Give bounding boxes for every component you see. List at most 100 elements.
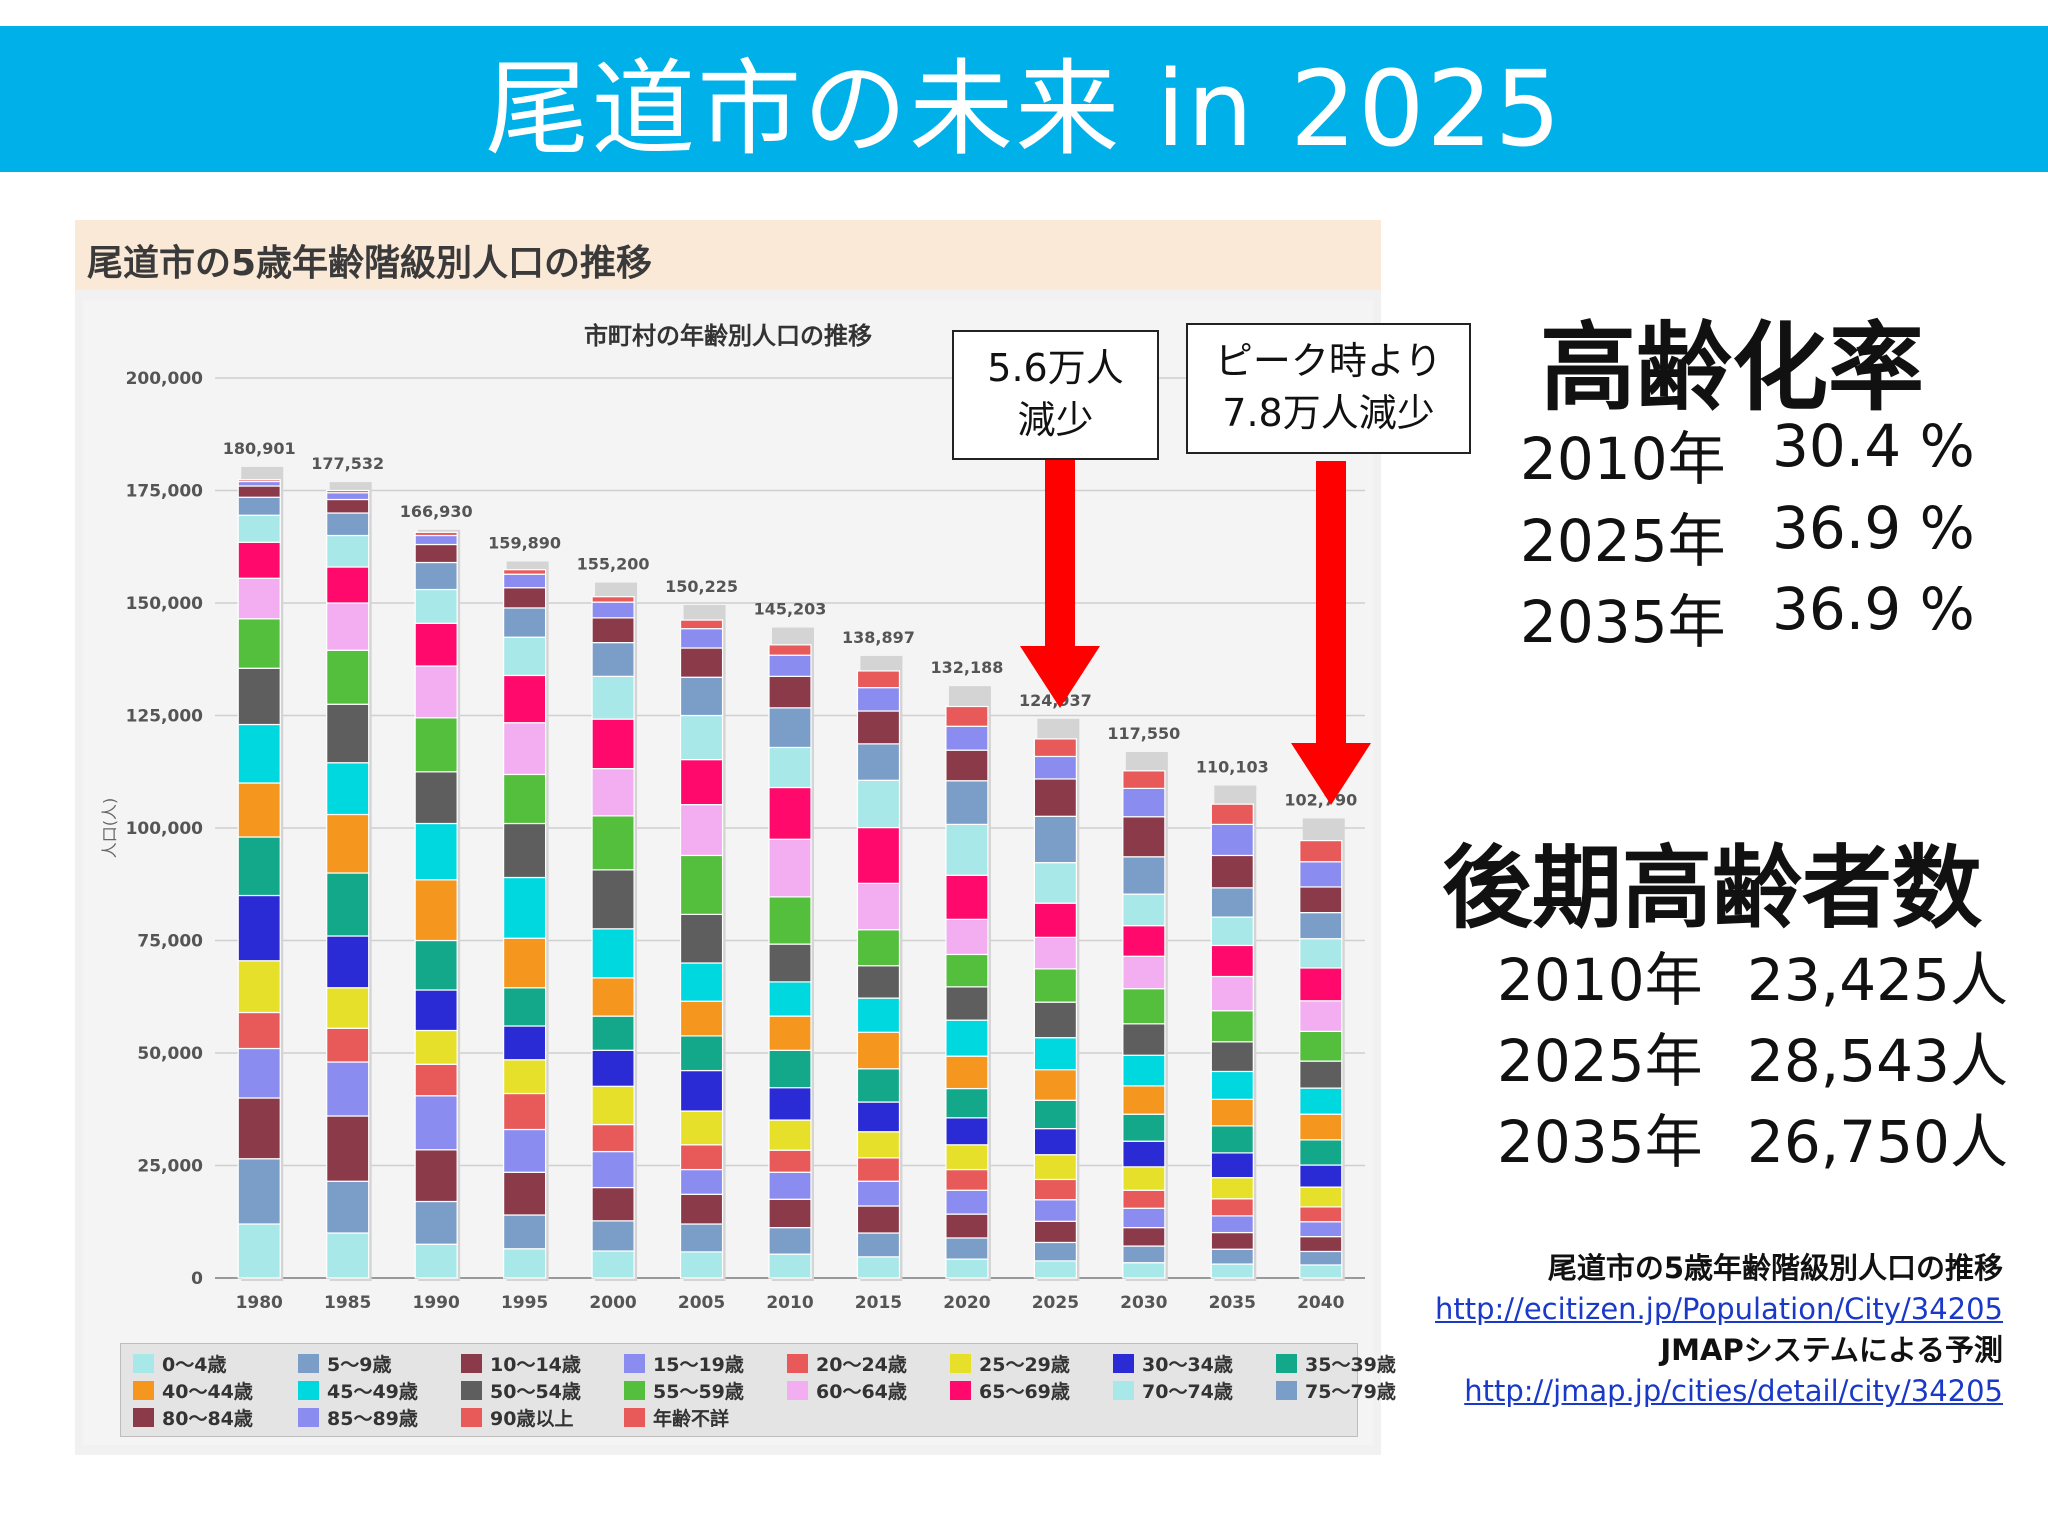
bar-segment [1033, 1001, 1077, 1039]
legend-label: 80～84歳 [162, 1407, 253, 1430]
bar-segment [1122, 1054, 1166, 1087]
x-tick-label: 2020 [943, 1293, 990, 1313]
bar-segment [768, 1226, 812, 1255]
bar-segment [1033, 738, 1077, 758]
bar-segment [591, 1085, 635, 1126]
y-axis-label: 人口(人) [100, 798, 119, 859]
legend-item: 65～69歳 [950, 1377, 1070, 1403]
bar-segment [1033, 1220, 1077, 1244]
bar-segment [503, 587, 547, 609]
bar-segment [503, 937, 547, 989]
bar-segment [768, 1087, 812, 1121]
callout1-line2: 減少 [1017, 398, 1094, 442]
bar-segment [1210, 1125, 1254, 1154]
aging-rate-year: 2035年 [1520, 588, 1726, 656]
y-tick-label: 25,000 [137, 1157, 203, 1177]
bar-segment [1210, 975, 1254, 1012]
bar-segment [503, 1214, 547, 1250]
bar-segment [1210, 854, 1254, 889]
bar-segment [326, 872, 370, 937]
bar-segment [1210, 1215, 1254, 1234]
legend-item: 90歳以上 [461, 1404, 573, 1430]
legend-label: 年齢不詳 [653, 1407, 730, 1430]
bar-segment [679, 714, 724, 761]
bar-segment [945, 1237, 989, 1260]
legend-label: 65～69歳 [979, 1380, 1070, 1403]
bar-segment [679, 1193, 724, 1225]
bar-segment [856, 743, 901, 781]
bar-segment [503, 987, 547, 1027]
bar-segment [1299, 1030, 1343, 1062]
bar-segment [945, 1055, 989, 1090]
bar-segment [591, 815, 635, 871]
late-elderly-year: 2035年 [1497, 1108, 1703, 1176]
bar-segment [414, 1243, 458, 1279]
source-link-2[interactable]: http://jmap.jp/cities/detail/city/34205 [1464, 1374, 2003, 1408]
bar-segment [945, 705, 989, 727]
bar-total-label: 159,890 [488, 533, 561, 552]
bar-segment [1033, 936, 1077, 970]
legend-item: 75～79歳 [1276, 1377, 1396, 1403]
bar-segment [1299, 1250, 1343, 1266]
y-tick-label: 150,000 [126, 594, 204, 614]
bar-segment [1033, 815, 1077, 864]
bar-segment [591, 767, 635, 817]
bar-segment [1299, 1235, 1343, 1253]
bar-segment [1299, 911, 1343, 940]
aging-rate-title: 高齢化率 [1540, 312, 1924, 424]
bar-segment [1299, 967, 1343, 1002]
bar-segment [237, 667, 281, 726]
legend-item: 70～74歳 [1113, 1377, 1233, 1403]
legend-label: 20～24歳 [816, 1353, 907, 1376]
y-tick-label: 75,000 [137, 932, 203, 952]
late-elderly-row: 2035年 26,750人 [1497, 1095, 2017, 1176]
legend-swatch [1113, 1353, 1134, 1373]
bar-segment [237, 1223, 281, 1279]
bar-segment [1033, 755, 1077, 780]
bar-total-label: 117,550 [1107, 724, 1180, 743]
source-link-1[interactable]: http://ecitizen.jp/Population/City/34205 [1434, 1292, 2003, 1326]
bar-segment [237, 479, 281, 483]
bar-segment [856, 882, 901, 931]
legend-label: 50～54歳 [490, 1380, 581, 1403]
legend-label: 15～19歳 [653, 1353, 744, 1376]
chart-panel: 尾道市の5歳年齢階級別人口の推移 市町村の年齢別人口の推移 人口(人) 0 25,00… [75, 220, 1396, 1455]
bar-segment [591, 617, 635, 644]
late-elderly-value: 26,750人 [1747, 1108, 2008, 1176]
legend-label: 35～39歳 [1305, 1353, 1396, 1376]
legend-item: 0～4歳 [133, 1350, 226, 1376]
bar-segment [591, 928, 635, 979]
bar-total-label: 110,103 [1196, 758, 1269, 777]
bar-segment [503, 1059, 547, 1095]
bar-segment [1122, 816, 1166, 858]
bar-segment [1122, 1140, 1166, 1168]
bar-segment [1210, 887, 1254, 918]
bar-segment [591, 977, 635, 1017]
bar-segment [591, 1250, 635, 1279]
bar-segment [503, 636, 547, 677]
bar-segment [591, 1150, 635, 1189]
legend-item: 50～54歳 [461, 1377, 581, 1403]
page-title: 尾道市の未来 in 2025 [485, 47, 1563, 170]
bar-segment [237, 1047, 281, 1099]
bar-segment [768, 675, 812, 709]
arrow2-head [1291, 743, 1371, 805]
late-elderly-row: 2025年 28,543人 [1497, 1014, 2017, 1095]
bar-segment [414, 543, 458, 564]
bar-segment [591, 1220, 635, 1252]
bar-segment [1299, 1113, 1343, 1141]
legend-item: 15～19歳 [624, 1350, 744, 1376]
bar-segment [503, 1092, 547, 1131]
legend-item: 5～9歳 [298, 1350, 391, 1376]
bar-segment [945, 1258, 989, 1279]
bar-segment [1122, 1226, 1166, 1247]
bar-segment [945, 749, 989, 782]
bar-segment [503, 822, 547, 879]
bar-segment [237, 1097, 281, 1160]
late-elderly-value: 28,543人 [1747, 1027, 2008, 1095]
bar-segment [1210, 1248, 1254, 1265]
legend-swatch [624, 1380, 645, 1400]
bar-segment [1033, 1178, 1077, 1201]
bar-segment [945, 1168, 989, 1191]
